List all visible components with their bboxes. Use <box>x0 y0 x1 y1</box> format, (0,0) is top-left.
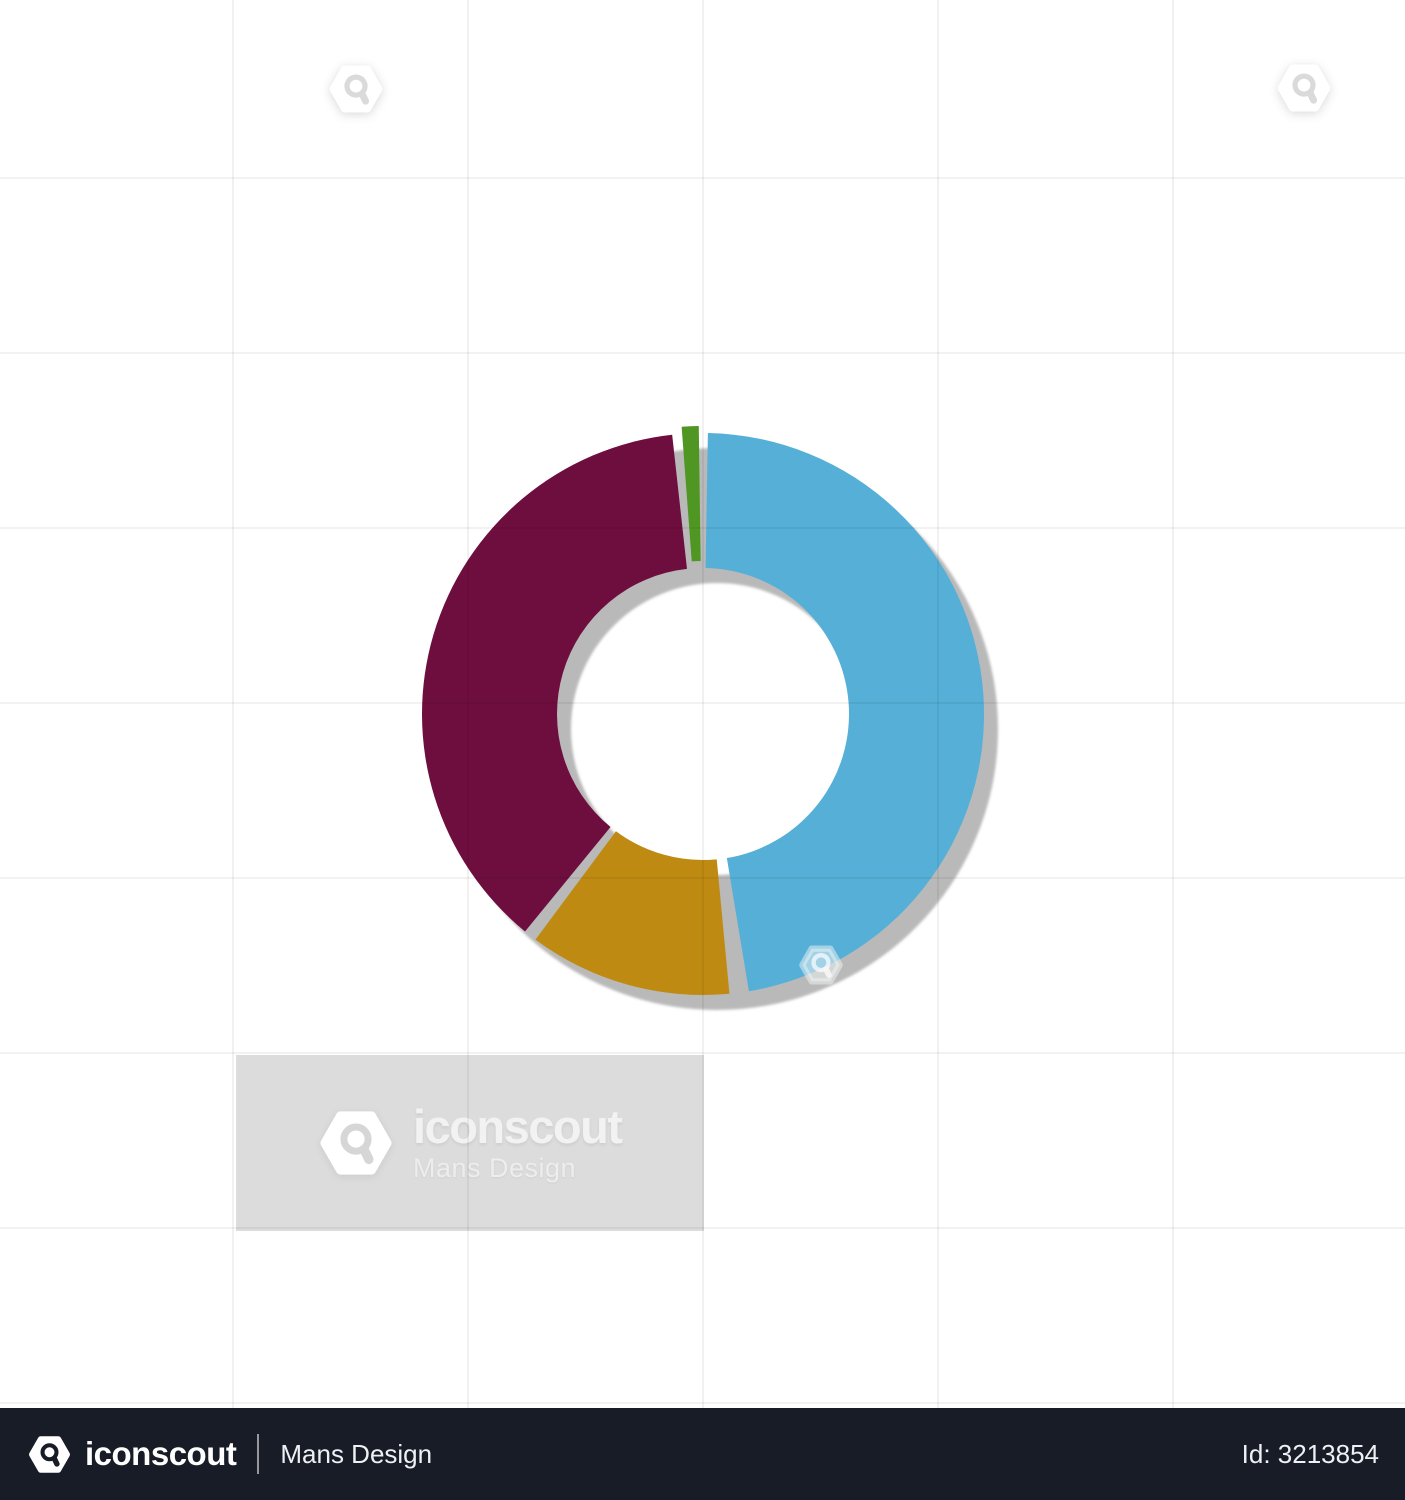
watermark-designer: Mans Design <box>413 1152 577 1183</box>
iconscout-logo-icon <box>314 1104 398 1182</box>
hexagon-magnifier-icon <box>1277 64 1331 112</box>
chart-segment-maroon <box>422 434 687 932</box>
footer-bar: iconscout Mans Design Id: 3213854 <box>0 1408 1405 1500</box>
chart-segment-gold <box>535 831 730 995</box>
watermark-box: iconscout Mans Design <box>236 1055 704 1231</box>
iconscout-watermark-icon <box>326 60 386 118</box>
iconscout-logo-icon[interactable] <box>26 1432 73 1477</box>
watermark-brand: iconscout <box>413 1099 623 1153</box>
hexagon-magnifier-icon <box>320 1111 392 1175</box>
hexagon-magnifier-icon <box>799 945 843 985</box>
footer-divider <box>257 1434 260 1474</box>
hexagon-magnifier-icon <box>29 1435 70 1473</box>
hexagon-magnifier-icon <box>329 65 383 113</box>
asset-id: Id: 3213854 <box>1241 1438 1379 1469</box>
footer-designer[interactable]: Mans Design <box>280 1438 433 1469</box>
iconscout-watermark-icon <box>1274 59 1334 117</box>
footer-brand-group: iconscout Mans Design <box>26 1432 432 1477</box>
footer-brand[interactable]: iconscout <box>85 1435 237 1472</box>
iconscout-watermark-icon <box>796 941 846 989</box>
watermark-texts: iconscout Mans Design <box>413 1099 623 1184</box>
chart-segment-green <box>681 426 701 562</box>
chart-segment-blue <box>705 433 985 992</box>
